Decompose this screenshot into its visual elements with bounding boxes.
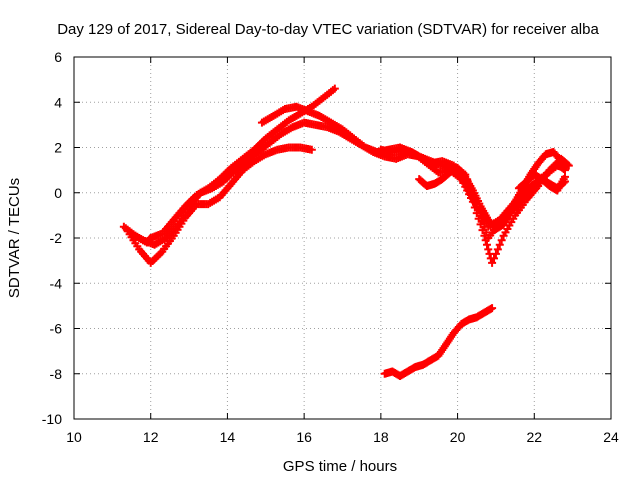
series-track-h: [514, 170, 569, 195]
x-tick-label: 20: [450, 429, 466, 445]
y-tick-label: -8: [50, 366, 63, 382]
x-tick-label: 22: [526, 429, 542, 445]
x-tick-label: 12: [143, 429, 159, 445]
data-point: [491, 249, 500, 258]
chart-title: Day 129 of 2017, Sidereal Day-to-day VTE…: [57, 21, 599, 38]
x-tick-label: 24: [603, 429, 619, 445]
data-point: [474, 214, 483, 223]
data-point: [493, 245, 502, 254]
data-point: [484, 245, 493, 254]
data-point: [495, 240, 504, 249]
data-point: [478, 226, 487, 235]
data-point: [481, 236, 490, 245]
x-tick-label: 10: [66, 429, 82, 445]
y-tick-labels: -10 -8 -6 -4 -2 0 2 4 6: [42, 49, 62, 427]
data-point: [560, 161, 569, 170]
series-track-b: [123, 143, 316, 267]
y-tick-label: -10: [42, 411, 62, 427]
y-axis-title: SDTVAR / TECUs: [6, 178, 23, 298]
x-tick-label: 16: [296, 429, 312, 445]
y-tick-label: 2: [54, 140, 62, 156]
y-tick-label: 4: [54, 94, 62, 110]
x-tick-labels: 10 12 14 16 18 20 22 24: [66, 429, 619, 445]
data-points: [119, 84, 573, 381]
data-point: [488, 258, 497, 267]
data-point: [476, 220, 485, 229]
y-tick-label: -4: [50, 275, 63, 291]
y-tick-label: -6: [50, 321, 63, 337]
data-point: [480, 231, 489, 240]
data-point: [470, 203, 479, 212]
y-tick-label: -2: [50, 230, 63, 246]
data-point: [482, 240, 491, 249]
axis-ticks: [73, 56, 612, 420]
x-axis-title: GPS time / hours: [283, 458, 397, 475]
x-tick-label: 14: [220, 429, 236, 445]
y-tick-label: 0: [54, 185, 62, 201]
data-point: [488, 304, 497, 313]
y-tick-label: 6: [54, 49, 62, 65]
data-point: [490, 254, 499, 263]
data-point: [560, 172, 569, 181]
data-point: [497, 236, 506, 245]
series-track-e: [376, 145, 573, 267]
series-track-i: [380, 304, 497, 381]
data-point: [330, 84, 339, 93]
data-point: [307, 145, 316, 154]
series-track-c: [127, 118, 569, 249]
grid-lines: [74, 57, 611, 419]
x-tick-label: 18: [373, 429, 389, 445]
data-point: [472, 209, 481, 218]
